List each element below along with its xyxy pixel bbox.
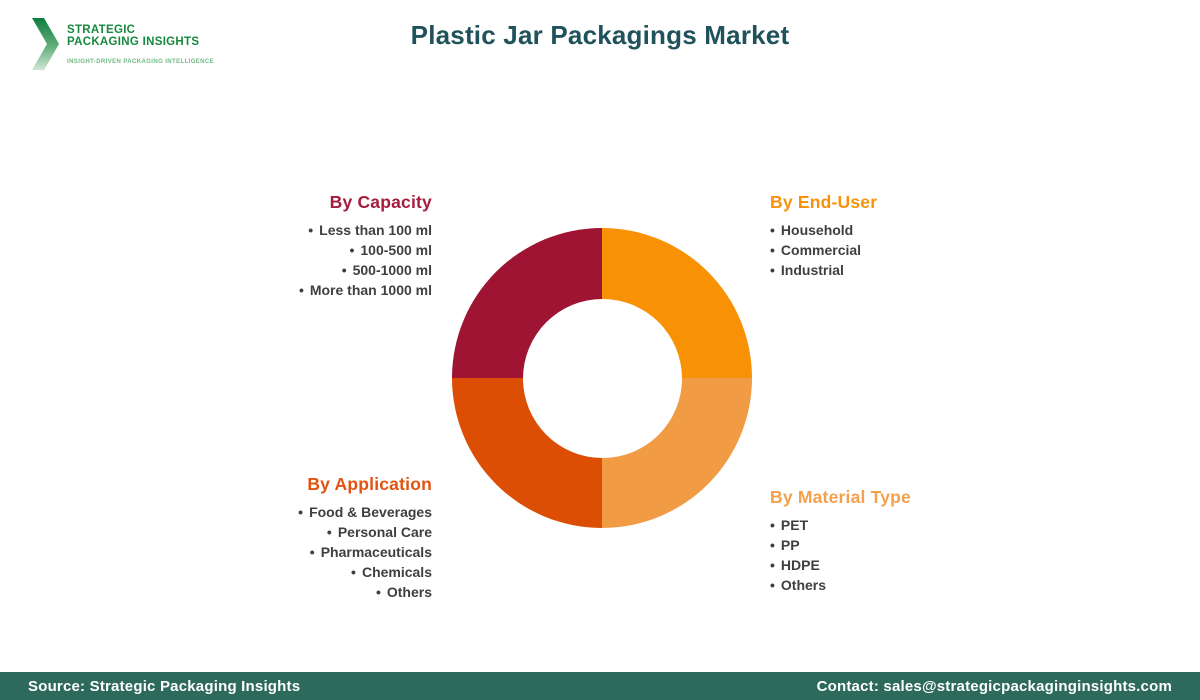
section-by-material-type: By Material Type PETPPHDPEOthers	[770, 487, 911, 595]
section-list-capacity: Less than 100 ml100-500 ml500-1000 mlMor…	[299, 220, 432, 300]
list-item: More than 1000 ml	[299, 280, 432, 300]
donut-chart	[452, 228, 752, 528]
page-title: Plastic Jar Packagings Market	[410, 20, 790, 50]
footer-source: Source: Strategic Packaging Insights	[28, 677, 301, 695]
section-title-material-type: By Material Type	[770, 487, 911, 507]
section-by-end-user: By End-User HouseholdCommercialIndustria…	[770, 192, 877, 280]
section-title-end-user: By End-User	[770, 192, 878, 212]
section-title-application: By Application	[307, 474, 432, 494]
section-by-capacity: By Capacity Less than 100 ml100-500 ml50…	[299, 192, 432, 300]
list-item: Pharmaceuticals	[298, 542, 432, 562]
list-item: Industrial	[770, 260, 877, 280]
list-item: Food & Beverages	[298, 502, 432, 522]
list-item: 500-1000 ml	[299, 260, 432, 280]
brand-logo-text: STRATEGIC PACKAGING INSIGHTS INSIGHT-DRI…	[67, 18, 214, 65]
chevron-arrow-icon	[32, 18, 59, 70]
footer-bar: Source: Strategic Packaging Insights Con…	[0, 672, 1200, 700]
brand-name-line2: PACKAGING INSIGHTS	[67, 36, 200, 48]
list-item: Personal Care	[298, 522, 432, 542]
list-item: Chemicals	[298, 562, 432, 582]
footer-contact: Contact: sales@strategicpackaginginsight…	[816, 677, 1172, 695]
list-item: Others	[770, 575, 911, 595]
section-title-capacity: By Capacity	[329, 192, 432, 212]
list-item: PP	[770, 535, 911, 555]
list-item: PET	[770, 515, 911, 535]
brand-logo: STRATEGIC PACKAGING INSIGHTS INSIGHT-DRI…	[32, 18, 214, 70]
section-list-end-user: HouseholdCommercialIndustrial	[770, 220, 877, 280]
list-item: 100-500 ml	[299, 240, 432, 260]
section-list-application: Food & BeveragesPersonal CarePharmaceuti…	[298, 502, 432, 602]
list-item: Less than 100 ml	[299, 220, 432, 240]
section-list-material-type: PETPPHDPEOthers	[770, 515, 911, 595]
brand-name-line1: STRATEGIC	[67, 24, 136, 36]
list-item: Household	[770, 220, 877, 240]
list-item: Others	[298, 582, 432, 602]
list-item: Commercial	[770, 240, 877, 260]
list-item: HDPE	[770, 555, 911, 575]
donut-hole	[522, 298, 682, 458]
brand-tagline: INSIGHT-DRIVEN PACKAGING INTELLIGENCE	[67, 59, 215, 65]
section-by-application: By Application Food & BeveragesPersonal …	[298, 474, 432, 602]
